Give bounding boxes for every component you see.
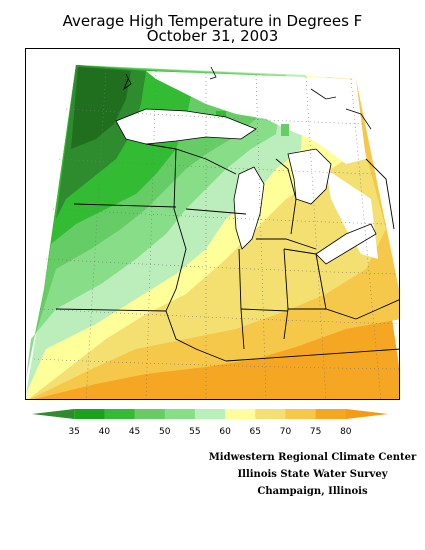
state-borders xyxy=(55,143,399,362)
legend-swatch xyxy=(315,409,347,419)
legend-tick-label: 65 xyxy=(250,427,261,437)
legend-swatch xyxy=(194,409,226,419)
legend-tick-label: 50 xyxy=(159,427,171,437)
legend-swatch xyxy=(225,409,256,419)
credit-isws: Illinois State Water Survey xyxy=(237,469,388,480)
graticule xyxy=(33,68,399,399)
credit-location: Champaign, Illinois xyxy=(257,486,368,497)
map-canvas xyxy=(26,49,399,399)
temperature-map xyxy=(25,48,400,400)
green-patch xyxy=(281,124,289,136)
legend-swatch xyxy=(104,409,136,419)
legend-swatch xyxy=(74,409,105,419)
legend-swatch xyxy=(345,409,388,419)
band-35 xyxy=(71,67,131,149)
no-data-north xyxy=(146,71,366,164)
legend-tick-label: 80 xyxy=(340,427,352,437)
legend-swatches xyxy=(32,409,388,419)
legend-tick-label: 35 xyxy=(68,427,79,437)
legend-svg: 35 40 45 50 55 60 65 70 75 80 xyxy=(32,409,388,437)
map-title-line1: Average High Temperature in Degrees F xyxy=(62,12,363,30)
legend-tick-label: 60 xyxy=(219,427,231,437)
legend-tick-label: 70 xyxy=(280,427,292,437)
legend-swatch xyxy=(134,409,166,419)
legend-labels: 35 40 45 50 55 60 65 70 75 80 xyxy=(68,427,351,437)
coastlines xyxy=(115,66,377,265)
credit-mrcc: Midwestern Regional Climate Center xyxy=(208,452,417,463)
lake-huron xyxy=(288,149,331,204)
legend-swatch xyxy=(285,409,317,419)
color-legend: 35 40 45 50 55 60 65 70 75 80 xyxy=(30,408,390,442)
lake-michigan xyxy=(234,167,264,249)
legend-tick-label: 45 xyxy=(129,427,140,437)
legend-tick-label: 75 xyxy=(310,427,321,437)
lake-erie xyxy=(316,224,376,264)
legend-swatch xyxy=(32,409,75,419)
legend-swatch xyxy=(164,409,196,419)
legend-tick-label: 40 xyxy=(99,427,111,437)
map-title-date: October 31, 2003 xyxy=(146,27,279,45)
legend-tick-label: 55 xyxy=(189,427,200,437)
legend-swatch xyxy=(255,409,286,419)
lake-superior xyxy=(116,109,256,144)
